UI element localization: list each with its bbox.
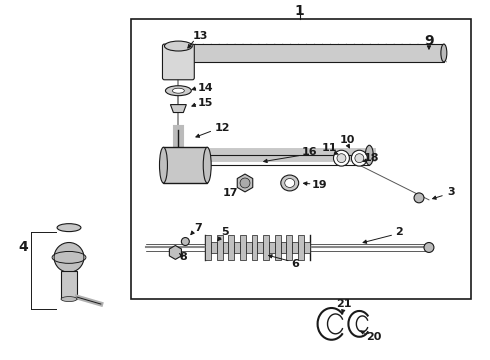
- Ellipse shape: [355, 154, 364, 163]
- Text: 8: 8: [179, 252, 187, 262]
- Polygon shape: [252, 235, 257, 260]
- Polygon shape: [257, 242, 263, 253]
- Polygon shape: [269, 242, 275, 253]
- Polygon shape: [222, 242, 228, 253]
- Ellipse shape: [366, 145, 373, 165]
- Text: 16: 16: [302, 147, 318, 157]
- Ellipse shape: [166, 86, 191, 96]
- Ellipse shape: [240, 178, 250, 188]
- Ellipse shape: [285, 179, 294, 188]
- Bar: [164, 147, 207, 183]
- Text: 6: 6: [291, 259, 298, 269]
- Text: 14: 14: [197, 83, 213, 93]
- Text: 3: 3: [447, 187, 455, 197]
- Ellipse shape: [334, 150, 349, 166]
- Polygon shape: [240, 235, 246, 260]
- Polygon shape: [246, 242, 252, 253]
- Ellipse shape: [414, 193, 424, 203]
- Text: 18: 18: [364, 153, 379, 163]
- Polygon shape: [292, 242, 298, 253]
- Polygon shape: [234, 242, 240, 253]
- Polygon shape: [304, 242, 310, 253]
- Ellipse shape: [172, 44, 178, 62]
- Ellipse shape: [351, 150, 368, 166]
- Polygon shape: [275, 235, 281, 260]
- Ellipse shape: [203, 147, 211, 183]
- Ellipse shape: [281, 175, 299, 191]
- Polygon shape: [228, 235, 234, 260]
- Ellipse shape: [61, 297, 77, 302]
- Text: 21: 21: [336, 299, 351, 309]
- Text: 20: 20: [367, 332, 382, 342]
- Ellipse shape: [172, 88, 184, 93]
- Text: 12: 12: [215, 123, 230, 134]
- Text: 2: 2: [395, 226, 403, 237]
- Bar: [131, 19, 471, 299]
- Text: 1: 1: [295, 4, 305, 18]
- Polygon shape: [287, 235, 292, 260]
- Text: 11: 11: [322, 143, 337, 153]
- Polygon shape: [211, 242, 217, 253]
- Ellipse shape: [424, 243, 434, 252]
- Ellipse shape: [441, 44, 447, 62]
- Ellipse shape: [181, 238, 189, 246]
- Ellipse shape: [337, 154, 346, 163]
- Text: 13: 13: [193, 31, 208, 41]
- Text: 7: 7: [195, 222, 202, 233]
- Polygon shape: [217, 235, 222, 260]
- Ellipse shape: [57, 224, 81, 231]
- Text: 10: 10: [340, 135, 355, 145]
- FancyBboxPatch shape: [163, 44, 195, 80]
- Ellipse shape: [54, 243, 84, 272]
- Polygon shape: [171, 105, 186, 113]
- Polygon shape: [263, 235, 269, 260]
- Ellipse shape: [165, 41, 192, 51]
- Bar: [175, 44, 444, 62]
- Text: 5: 5: [221, 226, 229, 237]
- Polygon shape: [205, 235, 211, 260]
- Text: 17: 17: [222, 188, 238, 198]
- Text: 15: 15: [197, 98, 213, 108]
- Text: 9: 9: [424, 34, 434, 48]
- Polygon shape: [281, 242, 287, 253]
- Text: 19: 19: [312, 180, 327, 190]
- Polygon shape: [298, 235, 304, 260]
- Bar: [61, 271, 77, 299]
- Text: 4: 4: [19, 240, 28, 255]
- Ellipse shape: [159, 147, 168, 183]
